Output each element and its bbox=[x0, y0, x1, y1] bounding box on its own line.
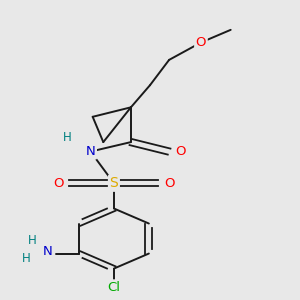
Text: O: O bbox=[176, 145, 186, 158]
Text: S: S bbox=[110, 176, 118, 190]
Text: H: H bbox=[63, 131, 72, 144]
Text: N: N bbox=[43, 245, 53, 259]
Text: H: H bbox=[22, 252, 30, 265]
Text: H: H bbox=[28, 234, 37, 247]
Text: Cl: Cl bbox=[107, 281, 120, 294]
Text: O: O bbox=[196, 36, 206, 49]
Text: N: N bbox=[86, 145, 95, 158]
Text: O: O bbox=[53, 177, 64, 190]
Text: O: O bbox=[164, 177, 174, 190]
